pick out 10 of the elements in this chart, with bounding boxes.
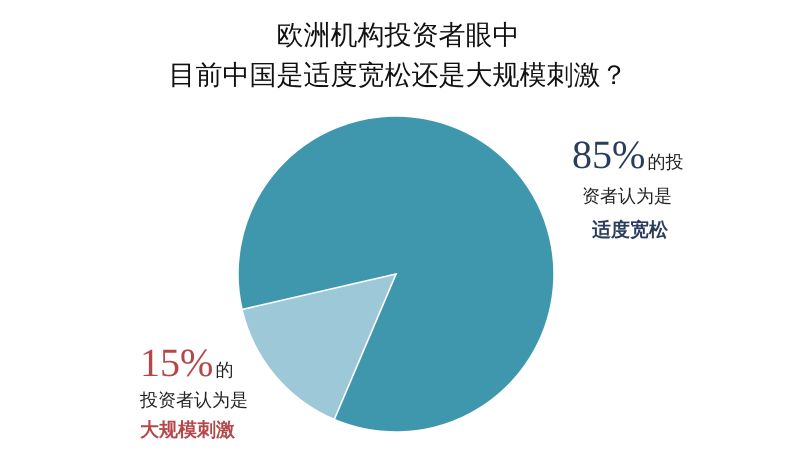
chart-subtitle: 目前中国是适度宽松还是大规模刺激？: [168, 60, 628, 91]
text: 投资者认为是: [139, 390, 248, 411]
text: 的投: [647, 152, 684, 173]
text: 的: [215, 360, 234, 381]
slice-label: 适度宽松: [591, 219, 669, 241]
chart-title: 欧洲机构投资者眼中: [276, 20, 520, 51]
data-label: 85%: [572, 132, 646, 177]
text: 资者认为是: [582, 186, 672, 207]
slice-label: 大规模刺激: [140, 419, 236, 441]
data-label: 15%: [140, 340, 214, 385]
